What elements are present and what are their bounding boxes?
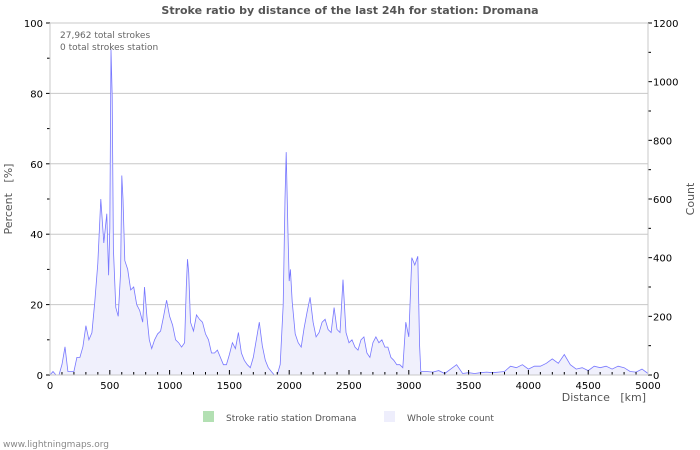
y-left-tick-label: 0 [37,371,43,382]
legend-label-whole-count: Whole stroke count [407,414,494,424]
footer-watermark: www.lightningmaps.org [3,440,109,450]
y-right-tick-label: 400 [653,254,672,265]
y-left-tick-label: 80 [30,89,43,100]
y-left-tick-label: 20 [30,301,43,312]
x-tick-label: 3000 [396,381,421,392]
legend-swatch-station-ratio [203,411,214,422]
x-tick-label: 500 [100,381,119,392]
whole-stroke-count-line [49,49,649,376]
x-tick-label: 3500 [456,381,481,392]
annotation-station-strokes: 0 total strokes station [60,43,158,53]
y-right-tick-label: 1200 [653,19,678,30]
y-left-axis-label: Percent [%] [2,164,15,235]
x-tick-label: 4500 [575,381,600,392]
x-tick-label: 0 [47,381,53,392]
y-right-tick-label: 1000 [653,78,678,89]
legend-label-station-ratio: Stroke ratio station Dromana [226,414,356,424]
y-right-tick-label: 200 [653,312,672,323]
x-tick-label: 2000 [276,381,301,392]
y-left-tick-label: 100 [24,19,43,30]
y-left-tick-label: 60 [30,160,43,171]
y-right-axis-label: Count [684,182,697,215]
chart-title: Stroke ratio by distance of the last 24h… [161,4,538,17]
y-left-tick-label: 40 [30,230,43,241]
x-axis-label: Distance [km] [562,391,646,404]
legend-swatch-whole-count [384,411,395,422]
y-right-tick-label: 800 [653,136,672,147]
whole-stroke-count-area [50,49,648,376]
x-tick-label: 5000 [635,381,660,392]
annotation-total-strokes: 27,962 total strokes [60,31,150,41]
y-right-tick-label: 0 [653,371,659,382]
x-tick-label: 1500 [217,381,242,392]
x-tick-label: 4000 [516,381,541,392]
x-tick-label: 1000 [157,381,182,392]
x-tick-label: 2500 [336,381,361,392]
y-right-tick-label: 600 [653,195,672,206]
grid [50,22,648,306]
